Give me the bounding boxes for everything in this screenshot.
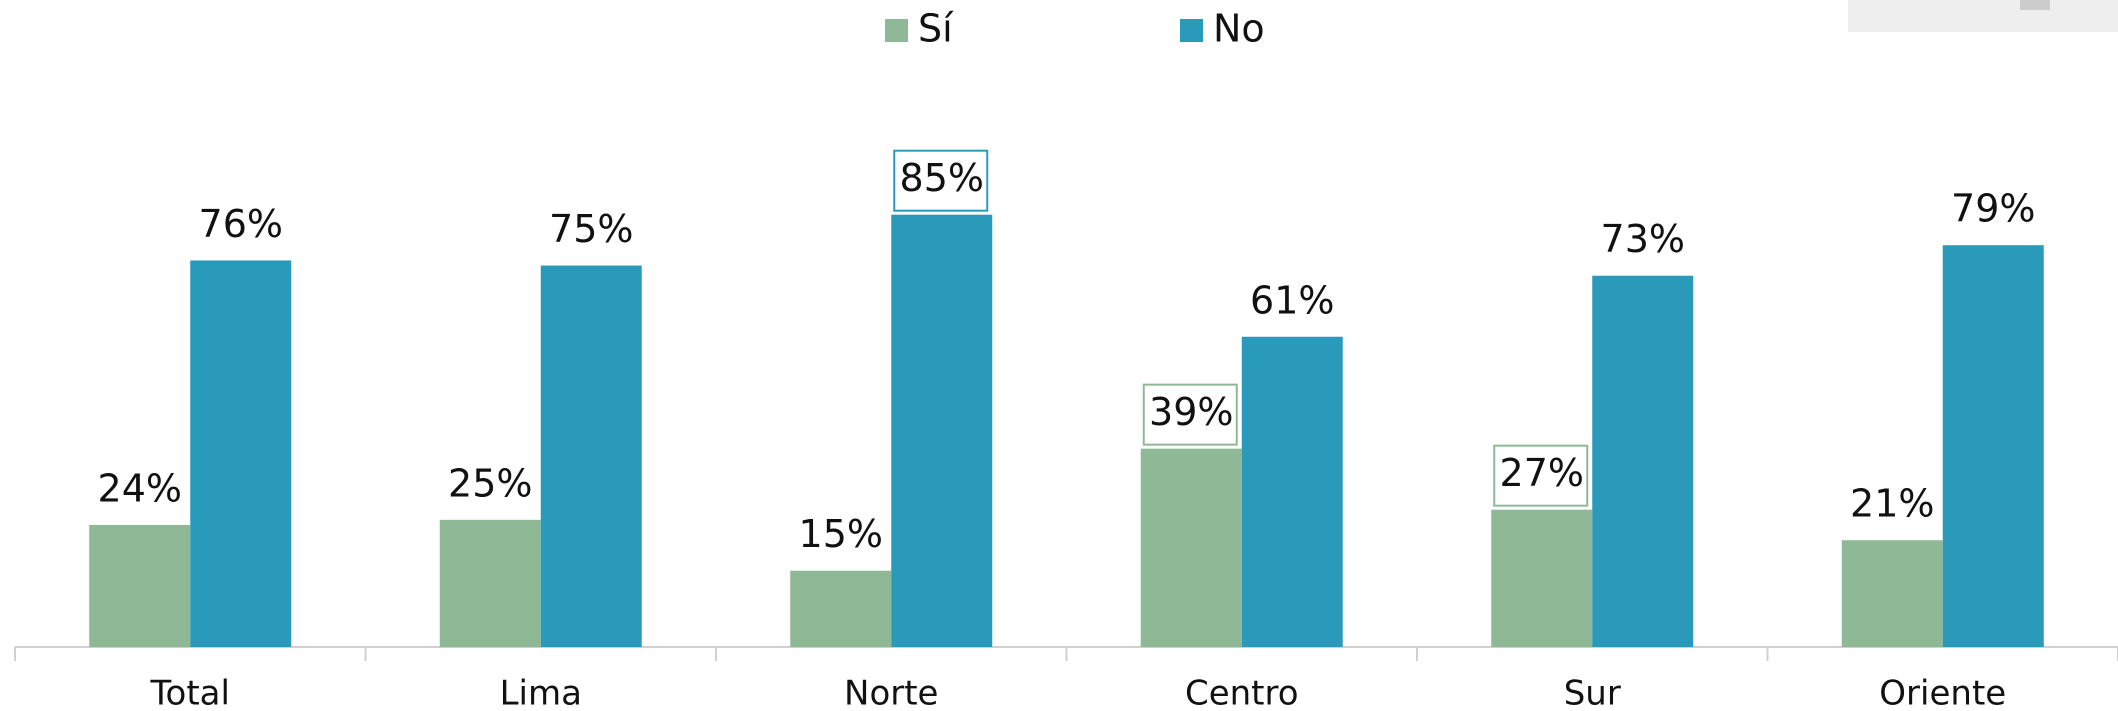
data-label: 27% xyxy=(1500,451,1584,495)
legend-swatch xyxy=(1180,19,1203,42)
bar xyxy=(1241,336,1343,647)
data-label: 75% xyxy=(549,207,633,251)
data-label: 85% xyxy=(900,156,984,200)
bar xyxy=(439,519,541,647)
data-label: 79% xyxy=(1951,187,2035,231)
bar xyxy=(790,570,892,647)
corner-image xyxy=(1848,0,2118,32)
data-label: 25% xyxy=(448,461,532,505)
legend-swatch xyxy=(885,19,908,42)
x-tick-label: Lima xyxy=(500,674,582,711)
bar xyxy=(891,214,993,647)
bar xyxy=(1491,509,1593,647)
x-tick-label: Total xyxy=(150,674,230,711)
label-box xyxy=(1493,444,1589,507)
corner-image-detail xyxy=(2020,0,2050,10)
x-tick-label: Sur xyxy=(1564,674,1621,711)
bar xyxy=(1140,448,1242,647)
bar xyxy=(1841,540,1943,647)
bar xyxy=(190,260,292,647)
data-label: 61% xyxy=(1250,278,1334,322)
legend-label: Sí xyxy=(918,7,954,51)
bar xyxy=(1942,245,2044,647)
data-label: 73% xyxy=(1601,217,1685,261)
data-label: 76% xyxy=(199,202,283,246)
legend-label: No xyxy=(1213,7,1265,51)
data-label: 39% xyxy=(1149,390,1233,434)
bar xyxy=(1592,275,1694,647)
bar xyxy=(89,524,191,647)
bar xyxy=(540,265,642,647)
data-label: 15% xyxy=(799,512,883,556)
data-label: 21% xyxy=(1850,482,1934,526)
x-tick-label: Norte xyxy=(844,674,938,711)
label-box xyxy=(893,149,989,212)
label-box xyxy=(1142,383,1238,446)
x-tick-label: Centro xyxy=(1185,674,1299,711)
data-label: 24% xyxy=(98,466,182,510)
x-tick-label: Oriente xyxy=(1879,674,2006,711)
